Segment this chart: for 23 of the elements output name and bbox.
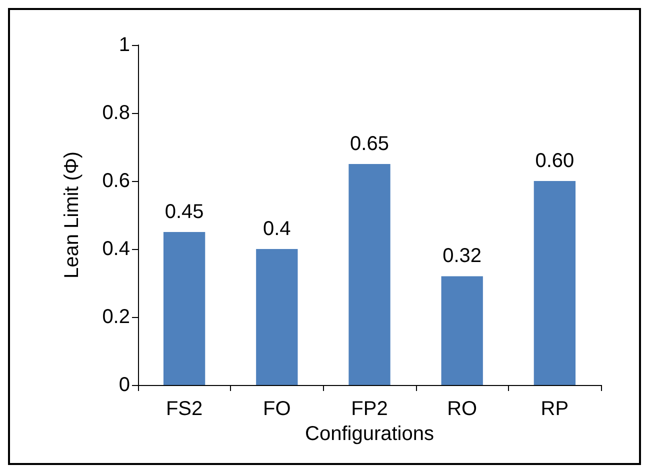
y-tick-label: 0.2 [102,306,130,328]
y-tick-label: 0.8 [102,102,130,124]
y-axis-title: Lean Limit (Φ) [61,151,83,279]
x-tick-label: FP2 [351,398,388,420]
bar [256,249,298,385]
x-tick-label: RO [447,398,478,420]
x-axis-title: Configurations [305,422,434,445]
x-tick-label: RP [540,398,569,420]
x-tick-label: FO [263,398,291,420]
data-label: 0.65 [350,133,389,155]
data-label: 0.60 [535,150,574,172]
y-tick-label: 0.4 [102,238,130,260]
bar [534,181,576,385]
data-label: 0.45 [164,201,204,223]
data-label: 0.4 [262,218,291,240]
y-tick-label: 0 [118,374,130,396]
x-tick-label: FS2 [166,398,203,420]
bar [441,276,483,385]
data-label: 0.32 [442,245,482,268]
bar [348,164,390,385]
bar [163,232,206,385]
y-tick-label: 0.6 [102,170,130,192]
y-tick-label: 1 [118,34,130,56]
